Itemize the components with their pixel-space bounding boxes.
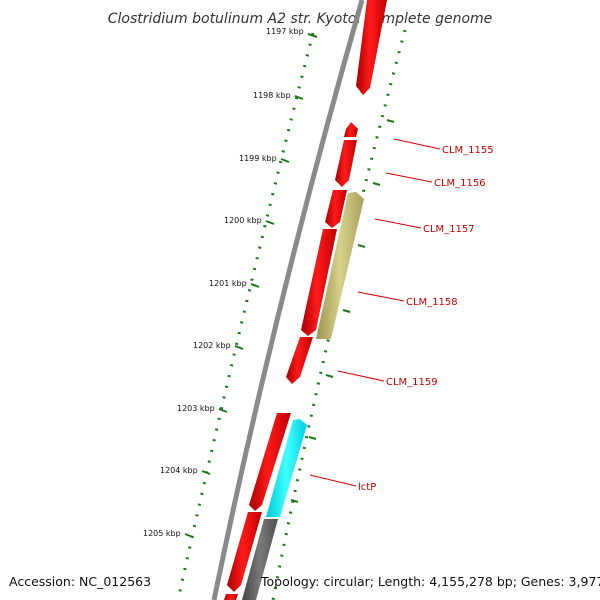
genome-backbone	[211, 0, 365, 600]
inner-ruler-tick	[357, 244, 366, 248]
accession-text: Accession: NC_012563	[9, 574, 152, 589]
kbp-label-1199: 1199 kbp	[239, 154, 277, 163]
kbp-label-1201: 1201 kbp	[209, 279, 247, 288]
kbp-tick	[250, 283, 260, 288]
inner-ruler-track	[271, 29, 407, 600]
kbp-tick	[307, 33, 318, 38]
gene-arrow-forward[interactable]	[335, 140, 357, 187]
kbp-tick	[201, 470, 211, 475]
gene-label-clm1159[interactable]: CLM_1159	[386, 377, 438, 388]
forward-strand-genes	[224, 0, 387, 600]
gene-label-clm1157[interactable]: CLM_1157	[423, 224, 475, 235]
inner-ruler-tick	[290, 499, 299, 503]
gene-arrow-forward[interactable]	[249, 413, 291, 511]
kbp-label-1197: 1197 kbp	[266, 27, 304, 36]
gene-arrow-reverse-gray[interactable]	[242, 519, 278, 600]
label-connector	[374, 218, 422, 229]
topology-summary: Topology: circular; Length: 4,155,278 bp…	[261, 574, 600, 589]
label-connector	[309, 474, 357, 487]
label-connector	[357, 291, 405, 302]
gene-label-clm1155[interactable]: CLM_1155	[442, 145, 494, 156]
reverse-strand-genes	[242, 192, 364, 600]
gene-label-clm1158[interactable]: CLM_1158	[406, 297, 458, 308]
gene-label-lctp[interactable]: lctP	[358, 482, 376, 493]
inner-ruler-tick	[308, 436, 317, 440]
gene-arrow-forward[interactable]	[227, 512, 262, 592]
kbp-tick	[265, 220, 275, 225]
gene-label-connectors	[309, 138, 441, 487]
kbp-tick	[294, 95, 304, 100]
kbp-label-1204: 1204 kbp	[160, 466, 198, 475]
gene-arrow-forward[interactable]	[301, 229, 337, 336]
kbp-tick-marks	[184, 33, 318, 538]
inner-ruler-ticks	[290, 119, 395, 503]
kbp-label-1203: 1203 kbp	[177, 404, 215, 413]
label-connector	[385, 172, 433, 183]
kbp-tick	[234, 345, 244, 350]
kbp-label-1198: 1198 kbp	[253, 91, 291, 100]
gene-arrow-forward[interactable]	[356, 0, 387, 95]
kbp-label-1200: 1200 kbp	[224, 216, 262, 225]
outer-ruler-track	[176, 32, 315, 600]
gene-arrow-reverse-cyan[interactable]	[266, 419, 307, 517]
inner-ruler-tick	[325, 374, 334, 378]
gene-arrow-forward[interactable]	[224, 594, 238, 600]
label-connector	[393, 138, 441, 150]
inner-ruler-tick	[342, 309, 351, 313]
kbp-tick	[218, 408, 228, 413]
gene-arrow-forward[interactable]	[286, 337, 313, 384]
gene-label-clm1156[interactable]: CLM_1156	[434, 178, 486, 189]
gene-arrow-reverse-olive[interactable]	[316, 192, 364, 339]
inner-ruler-tick	[372, 182, 381, 186]
gene-arrow-forward[interactable]	[325, 190, 347, 228]
genome-title: Clostridium botulinum A2 str. Kyoto, com…	[108, 11, 493, 27]
kbp-label-1205: 1205 kbp	[143, 529, 181, 538]
label-connector	[337, 370, 385, 382]
inner-ruler-tick	[386, 119, 395, 123]
kbp-label-1202: 1202 kbp	[193, 341, 231, 350]
kbp-tick	[184, 533, 194, 538]
kbp-tick	[280, 158, 290, 163]
gene-arrow-forward[interactable]	[344, 122, 358, 137]
